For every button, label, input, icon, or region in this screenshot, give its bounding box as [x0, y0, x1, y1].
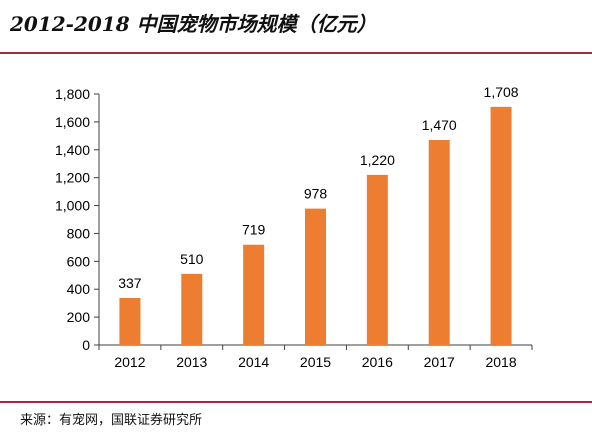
bar-value-label: 719	[242, 222, 266, 238]
chart-title: 2012-2018 中国宠物市场规模（亿元）	[10, 12, 377, 36]
source-divider	[0, 401, 592, 403]
bar	[119, 298, 141, 345]
y-tick-label: 0	[82, 337, 90, 353]
y-tick-label: 400	[67, 281, 91, 297]
y-tick-label: 1,000	[55, 198, 90, 214]
x-tick-label: 2017	[424, 354, 455, 370]
bar-value-label: 337	[118, 275, 142, 291]
bar-chart: 0 200 400 600 800 1,000 1,200 1,400 1,600 1,800 2…	[55, 84, 533, 370]
bar	[366, 174, 388, 345]
bar	[243, 244, 265, 345]
y-axis: 0 200 400 600 800 1,000 1,200 1,400 1,600 1,800	[55, 86, 100, 353]
y-tick-label: 1,800	[55, 86, 90, 102]
y-tick-label: 1,200	[55, 170, 90, 186]
x-tick-label: 2012	[114, 354, 145, 370]
x-tick-label: 2018	[485, 354, 516, 370]
y-tick-label: 1,600	[55, 114, 90, 130]
bar-value-label: 1,708	[484, 84, 519, 100]
bar	[428, 140, 450, 345]
x-tick-label: 2013	[176, 354, 207, 370]
x-tick-label: 2015	[300, 354, 331, 370]
source-note: 来源：有宠网，国联证券研究所	[20, 413, 203, 428]
bar-value-label: 978	[304, 186, 328, 202]
bar	[305, 208, 326, 345]
y-tick-label: 600	[67, 253, 91, 269]
title-divider	[0, 52, 592, 54]
bar-value-label: 1,220	[360, 152, 395, 168]
bar	[181, 273, 203, 345]
y-tick-label: 800	[67, 225, 91, 241]
bars: 337 510 719 978 1,220 1,470 1,708	[118, 84, 519, 345]
y-tick-label: 1,400	[55, 142, 90, 158]
bar-value-label: 1,470	[422, 117, 457, 133]
x-tick-label: 2014	[238, 354, 269, 370]
bar-value-label: 510	[180, 251, 204, 267]
x-tick-label: 2016	[362, 354, 393, 370]
bar	[490, 106, 512, 345]
y-tick-label: 200	[67, 309, 91, 325]
x-axis: 2012 2013 2014 2015 2016 2017 2018	[98, 344, 533, 370]
